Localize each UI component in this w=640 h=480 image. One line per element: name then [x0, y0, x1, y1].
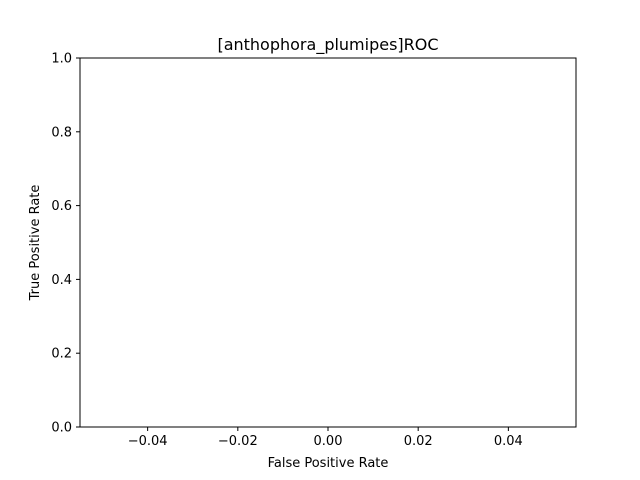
x-axis-ticks: −0.04 −0.02 0.00 0.02 0.04 — [128, 427, 523, 449]
y-tick-label: 0.4 — [51, 273, 72, 288]
y-axis-label: True Positive Rate — [28, 185, 43, 302]
y-tick-label: 0.6 — [51, 199, 72, 214]
y-axis-ticks: 0.0 0.2 0.4 0.6 0.8 1.0 — [51, 52, 80, 436]
x-tick-label: −0.04 — [128, 434, 168, 449]
x-tick-label: 0.02 — [404, 434, 433, 449]
plot-area — [79, 57, 577, 428]
y-tick-label: 1.0 — [51, 52, 72, 67]
chart-title: [anthophora_plumipes]ROC — [217, 35, 438, 55]
y-tick-label: 0.0 — [51, 421, 72, 436]
y-tick-label: 0.2 — [51, 347, 72, 362]
x-tick-label: −0.02 — [218, 434, 258, 449]
x-axis-label: False Positive Rate — [268, 456, 389, 471]
x-tick-label: 0.00 — [314, 434, 343, 449]
x-tick-label: 0.04 — [494, 434, 523, 449]
y-tick-label: 0.8 — [51, 125, 72, 140]
